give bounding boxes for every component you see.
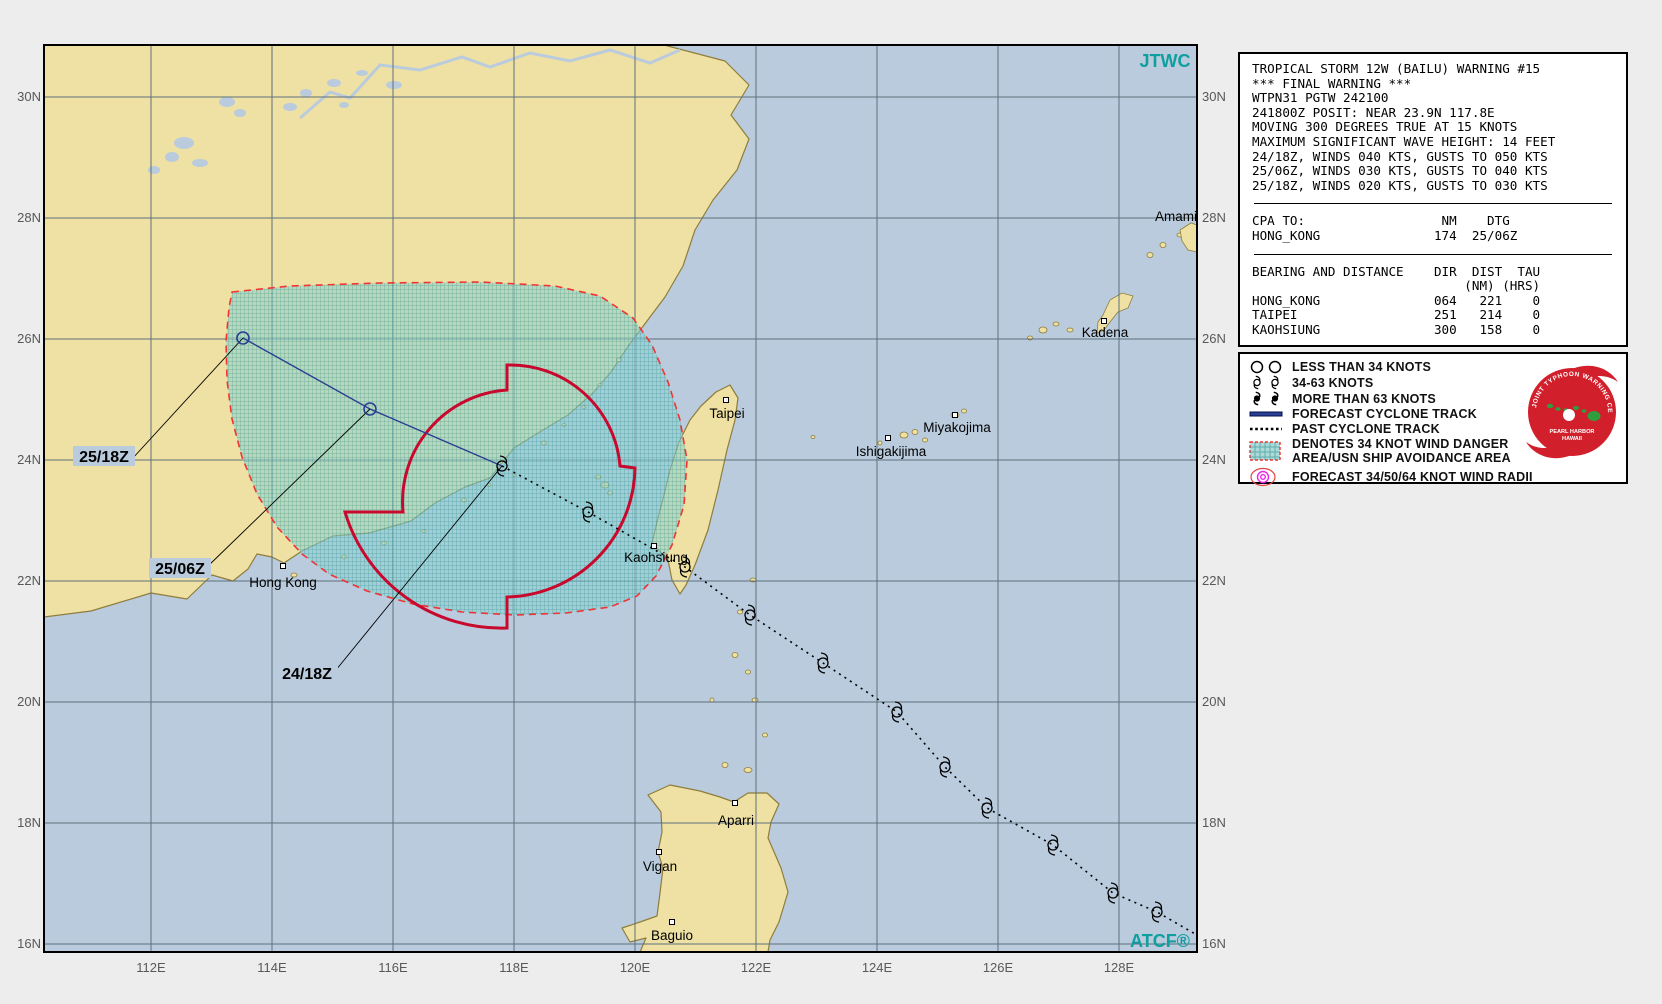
- lon-label: 128E: [1104, 960, 1135, 975]
- forecast-position-25-18z: [236, 331, 250, 345]
- lat-label-right: 18N: [1202, 815, 1226, 830]
- legend-panel: LESS THAN 34 KNOTS 34-63 KNOTS MORE THAN…: [1238, 352, 1628, 487]
- legend-label-forecast-track: FORECAST CYCLONE TRACK: [1292, 407, 1477, 421]
- track-label-box: [149, 558, 211, 578]
- lat-label-left: 18N: [17, 815, 41, 830]
- legend-label-lt34: LESS THAN 34 KNOTS: [1292, 360, 1432, 374]
- lat-label-left: 22N: [17, 573, 41, 588]
- panel-divider: [1254, 203, 1612, 205]
- warning-text-panel: TROPICAL STORM 12W (BAILU) WARNING #15 *…: [1238, 52, 1628, 347]
- bearing-row: HONG_KONG 064 221 0: [1252, 292, 1541, 308]
- lat-label-right: 30N: [1202, 89, 1226, 104]
- warning-line: 25/06Z, WINDS 030 KTS, GUSTS TO 040 KTS: [1252, 163, 1548, 179]
- logo-text-line2: HAWAII: [1562, 436, 1582, 442]
- cpa-header-line: CPA TO: NM DTG: [1252, 213, 1510, 229]
- lt34-icon: [1248, 360, 1292, 374]
- label-leader-lines: [131, 337, 503, 671]
- past-track-icon: [1248, 426, 1292, 432]
- bearing-header-line: BEARING AND DISTANCE DIR DIST TAU: [1252, 263, 1541, 279]
- warning-line: WTPN31 PGTW 242100: [1252, 90, 1389, 106]
- panel-divider: [1254, 253, 1612, 255]
- warning-line: 241800Z POSIT: NEAR 23.9N 117.8E: [1252, 104, 1495, 120]
- lat-label-left: 16N: [17, 936, 41, 951]
- lon-label: 122E: [741, 960, 772, 975]
- jtwc-watermark: JTWC: [1140, 51, 1191, 71]
- lon-label: 124E: [862, 960, 893, 975]
- lat-label-right: 24N: [1202, 452, 1226, 467]
- city-label-aparri: Aparri: [718, 813, 754, 828]
- lon-label: 116E: [378, 960, 408, 975]
- legend-label-wind-radii: FORECAST 34/50/64 KNOT WIND RADII: [1292, 470, 1533, 484]
- lon-label: 114E: [257, 960, 287, 975]
- lon-label: 126E: [983, 960, 1014, 975]
- city-label-vigan: Vigan: [643, 859, 677, 874]
- city-label-taipei: Taipei: [709, 406, 744, 421]
- lat-label-right: 16N: [1202, 936, 1226, 951]
- cpa-value-line: HONG_KONG 174 25/06Z: [1252, 227, 1518, 243]
- city-label-ishigakijima: Ishigakijima: [856, 444, 927, 459]
- legend-label-past-track: PAST CYCLONE TRACK: [1292, 422, 1440, 436]
- city-label-kadena: Kadena: [1082, 325, 1129, 340]
- track-label-box: [73, 446, 135, 466]
- wind-danger-area: [225, 281, 688, 616]
- forecast-position-25-06z: [363, 402, 377, 416]
- bearing-row: TAIPEI 251 214 0: [1252, 307, 1541, 323]
- lat-label-right: 22N: [1202, 573, 1226, 588]
- track-label-24-18z: 24/18Z: [282, 666, 332, 683]
- lon-label: 118E: [499, 960, 529, 975]
- past-track: [501, 465, 1197, 936]
- lakes: [148, 70, 402, 174]
- lat-label-right: 20N: [1202, 694, 1226, 709]
- gt63-icon: [1248, 391, 1292, 406]
- map-border: [43, 44, 1198, 953]
- luzon-island: [621, 784, 789, 952]
- track-label-25-18z: 25/18Z: [79, 449, 129, 466]
- city-label-kaohsiung: Kaohsiung: [624, 550, 688, 565]
- lat-label-right: 28N: [1202, 210, 1226, 225]
- forecast-track-icon: [1248, 410, 1292, 418]
- city-label-miyakojima: Miyakojima: [923, 420, 991, 435]
- lat-label-right: 26N: [1202, 331, 1226, 346]
- legend-label-34-63: 34-63 KNOTS: [1292, 375, 1374, 390]
- city-label-amami: Amami: [1155, 209, 1197, 224]
- wind-radii-icon: [1248, 466, 1292, 488]
- logo-hawaii-islands: [1546, 403, 1601, 421]
- lon-label: 120E: [620, 960, 651, 975]
- bearing-units-line: (NM) (HRS): [1252, 278, 1541, 294]
- legend-label-danger-line1: DENOTES 34 KNOT WIND DANGER: [1292, 437, 1509, 451]
- warning-line: *** FINAL WARNING ***: [1252, 75, 1412, 91]
- logo-eye: [1563, 409, 1575, 421]
- city-markers: [280, 318, 1107, 925]
- logo-text-line1: PEARL HARBOR: [1550, 429, 1595, 435]
- lat-label-left: 24N: [17, 452, 41, 467]
- track-label-25-06z: 25/06Z: [155, 561, 205, 578]
- lat-label-left: 26N: [17, 331, 41, 346]
- danger-area-icon: [1248, 440, 1292, 462]
- city-label-baguio: Baguio: [651, 928, 693, 943]
- atcf-watermark: ATCF®: [1130, 931, 1190, 951]
- bearing-row: KAOHSIUNG 300 158 0: [1252, 321, 1541, 337]
- ts-34-63-icon: [1248, 375, 1292, 390]
- track-time-labels: 25/18Z 25/06Z 24/18Z: [73, 446, 338, 683]
- warning-line: MAXIMUM SIGNIFICANT WAVE HEIGHT: 14 FEET: [1252, 133, 1556, 149]
- lat-label-left: 28N: [17, 210, 41, 225]
- taiwan-island: [651, 384, 739, 595]
- lat-label-left: 30N: [17, 89, 41, 104]
- warning-line: TROPICAL STORM 12W (BAILU) WARNING #15: [1252, 61, 1541, 76]
- warning-line: 24/18Z, WINDS 040 KTS, GUSTS TO 050 KTS: [1252, 148, 1548, 164]
- wind-radius-34kt: [342, 363, 637, 630]
- track-label-box: [276, 663, 338, 683]
- warning-line: MOVING 300 DEGREES TRUE AT 15 KNOTS: [1252, 119, 1518, 135]
- legend-label-gt63: MORE THAN 63 KNOTS: [1292, 391, 1436, 406]
- jtwc-logo: JOINT TYPHOON WARNING CENTER PEARL HARBO…: [1521, 355, 1620, 464]
- warning-line: 25/18Z, WINDS 020 KTS, GUSTS TO 030 KTS: [1252, 177, 1548, 193]
- lat-label-left: 20N: [17, 694, 41, 709]
- city-label-hong-kong: Hong Kong: [249, 575, 317, 590]
- legend-label-danger-line2: AREA/USN SHIP AVOIDANCE AREA: [1292, 451, 1511, 465]
- lon-label: 112E: [136, 960, 166, 975]
